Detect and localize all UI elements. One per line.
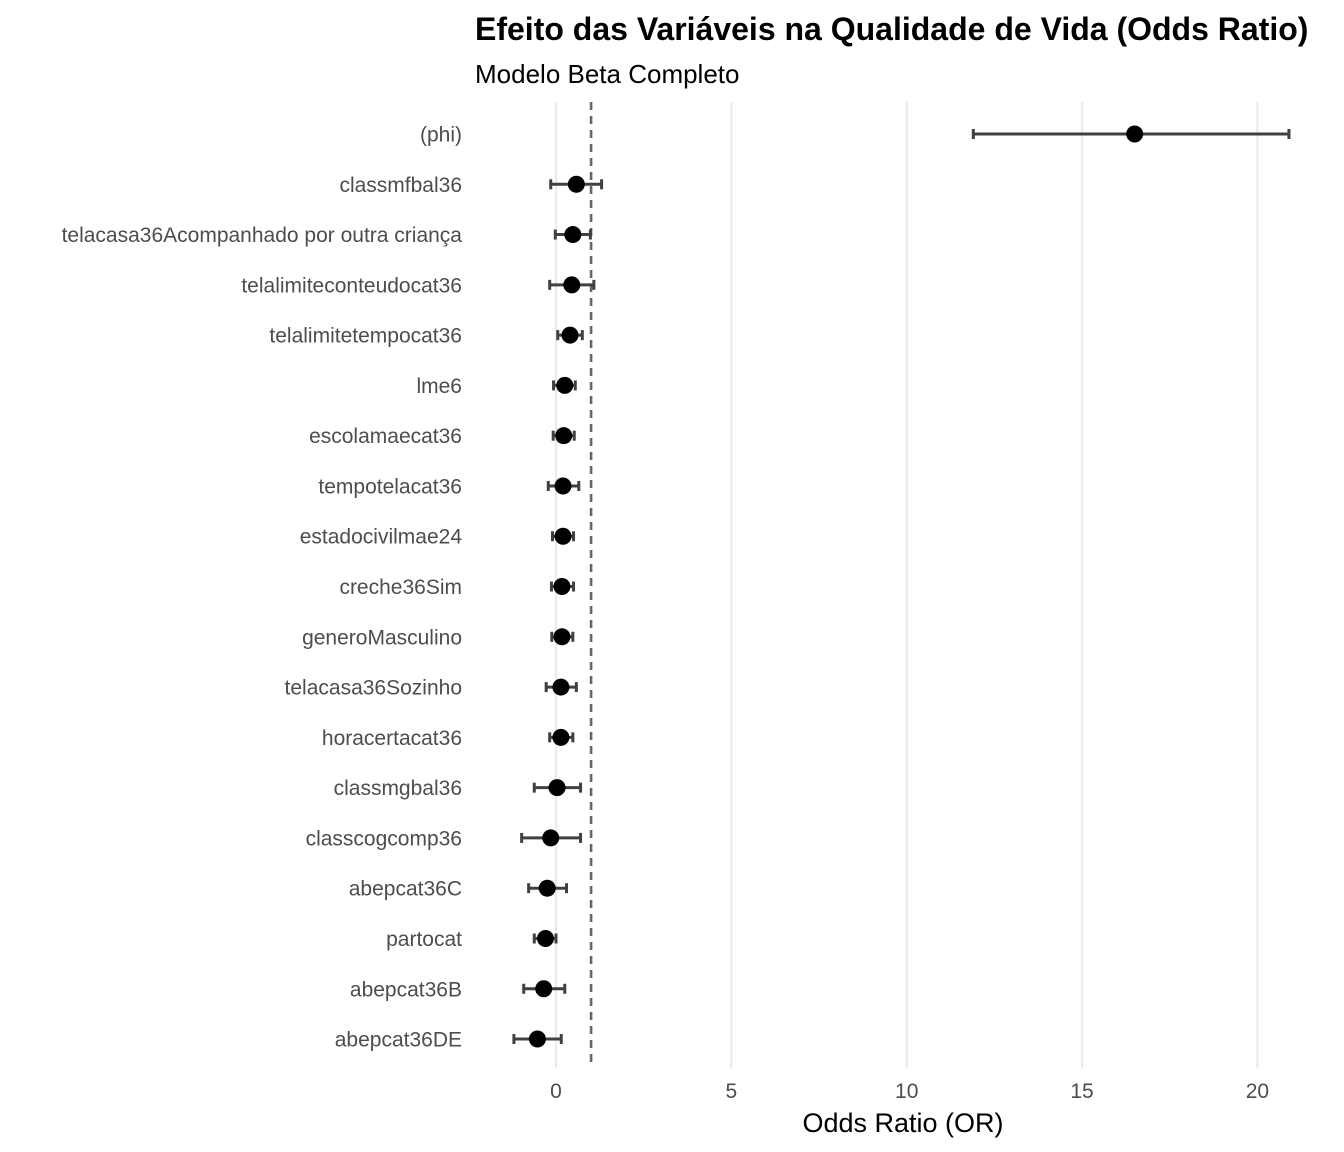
y-tick-label-6: escolamaecat36 <box>309 425 462 448</box>
estimate-point-9 <box>553 578 571 596</box>
estimate-point-0 <box>1126 125 1144 143</box>
estimate-point-11 <box>552 678 570 696</box>
x-tick-label-20: 20 <box>1246 1080 1269 1103</box>
chart-title: Efeito das Variáveis na Qualidade de Vid… <box>475 11 1308 47</box>
x-tick-label-10: 10 <box>895 1080 918 1103</box>
x-tick-label-5: 5 <box>726 1080 738 1103</box>
x-tick-label-15: 15 <box>1070 1080 1093 1103</box>
y-tick-label-8: estadocivilmae24 <box>300 526 463 549</box>
estimate-point-13 <box>548 779 566 797</box>
y-tick-label-14: classcogcomp36 <box>306 827 462 850</box>
y-tick-label-3: telalimiteconteudocat36 <box>241 274 462 297</box>
estimate-point-16 <box>536 929 554 947</box>
y-tick-label-13: classmgbal36 <box>334 777 462 800</box>
error-bars <box>512 129 1291 1045</box>
estimate-point-17 <box>535 980 553 998</box>
estimate-point-12 <box>552 728 570 746</box>
estimate-point-6 <box>555 427 573 445</box>
estimate-point-8 <box>554 527 572 545</box>
y-tick-label-15: abepcat36C <box>349 878 462 901</box>
y-tick-label-7: tempotelacat36 <box>318 475 462 498</box>
y-tick-label-11: telacasa36Sozinho <box>285 677 462 700</box>
y-tick-label-18: abepcat36DE <box>335 1029 462 1052</box>
y-tick-label-2: telacasa36Acompanhado por outra criança <box>62 224 463 247</box>
y-tick-label-12: horacertacat36 <box>322 727 462 750</box>
estimate-point-15 <box>538 879 556 897</box>
estimate-point-5 <box>556 376 574 394</box>
y-tick-label-16: partocat <box>386 928 462 951</box>
gridlines <box>554 102 1259 1068</box>
y-tick-label-17: abepcat36B <box>350 978 462 1001</box>
estimate-point-10 <box>553 628 571 646</box>
estimate-points <box>528 125 1144 1048</box>
estimate-point-7 <box>554 477 572 495</box>
y-tick-label-1: classmfbal36 <box>339 174 462 197</box>
estimate-point-3 <box>563 276 581 294</box>
estimate-point-14 <box>542 829 560 847</box>
chart-subtitle: Modelo Beta Completo <box>475 59 739 89</box>
y-tick-label-9: creche36Sim <box>339 576 462 599</box>
x-axis-title: Odds Ratio (OR) <box>802 1108 1003 1138</box>
y-tick-label-4: telalimitetempocat36 <box>269 325 462 348</box>
x-tick-labels: 0 5 10 15 20 <box>550 1080 1269 1103</box>
y-tick-label-10: generoMasculino <box>302 626 462 649</box>
y-tick-label-0: (phi) <box>420 124 462 147</box>
estimate-point-4 <box>561 326 579 344</box>
estimate-point-18 <box>528 1030 546 1048</box>
estimate-point-2 <box>564 226 582 244</box>
y-tick-labels: (phi) classmfbal36 telacasa36Acompanhado p… <box>62 124 463 1052</box>
x-tick-label-0: 0 <box>550 1080 562 1103</box>
estimate-point-1 <box>567 175 585 193</box>
y-tick-label-5: lme6 <box>416 375 462 398</box>
